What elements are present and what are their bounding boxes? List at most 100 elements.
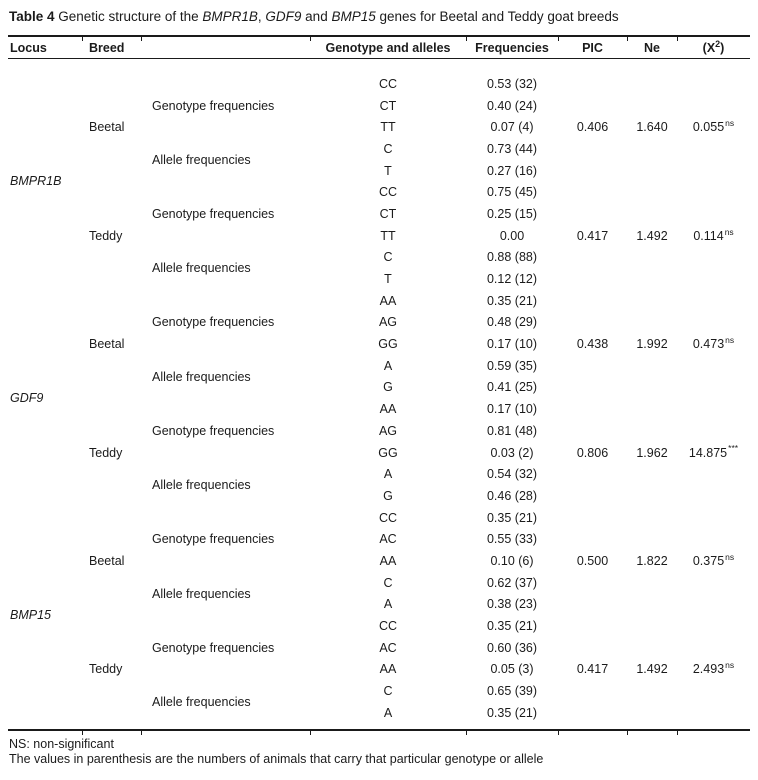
table-row: TT 0.00	[8, 225, 750, 247]
ne-cell: 1.492	[636, 662, 668, 677]
gene-name-gdf9: GDF9	[265, 9, 302, 24]
table-row: AA 0.05 (3)	[8, 659, 750, 681]
table-row: GG 0.17 (10)	[8, 333, 750, 355]
table-row: G 0.41 (25)	[8, 377, 750, 399]
table-row: TT 0.07 (4)	[8, 116, 750, 138]
breed-cell: Teddy	[89, 662, 123, 677]
pic-cell: 0.806	[576, 445, 609, 460]
column-tick	[677, 730, 678, 735]
pic-cell: 0.500	[576, 553, 609, 568]
genotype-frequencies-label: Genotype frequencies	[152, 423, 275, 438]
allele-frequencies-label: Allele frequencies	[152, 478, 251, 493]
table-number-label: Table 4	[9, 9, 55, 24]
ne-cell: 1.962	[636, 445, 668, 460]
column-tick	[558, 37, 559, 41]
table-row: Allele frequencies C 0.65 (39)	[8, 680, 750, 709]
table-row: Teddy Genotype frequencies CC 0.75 (45) 0.41…	[8, 181, 750, 242]
caption-text-1: Genetic structure of the	[54, 9, 203, 24]
ne-cell: 1.822	[636, 553, 668, 568]
frequency-cell: 0.59 (35)	[486, 358, 538, 373]
table-row: T 0.12 (12)	[8, 268, 750, 290]
frequency-cell: 0.81 (48)	[486, 423, 538, 438]
table-row: A 0.38 (23)	[8, 594, 750, 616]
frequency-cell: 0.00	[499, 228, 525, 243]
column-tick	[627, 37, 628, 41]
table-row: Allele frequencies C 0.88 (88)	[8, 247, 750, 275]
column-tick	[310, 730, 311, 735]
table-row: A 0.35 (21)	[8, 702, 750, 724]
col-header-genotype-and-alleles: Genotype and alleles	[310, 36, 466, 59]
allele-frequencies-label: Allele frequencies	[152, 369, 251, 384]
genotype-allele-cell: C	[383, 575, 393, 590]
spacer-cell	[8, 724, 750, 730]
frequency-cell: 0.73 (44)	[486, 141, 538, 156]
ne-cell: 1.992	[636, 337, 668, 352]
genotype-frequencies-label: Genotype frequencies	[152, 640, 275, 655]
table-row: Teddy Genotype frequencies CC 0.35 (21) 0.41…	[8, 615, 750, 676]
genotype-allele-cell: T	[384, 163, 392, 178]
genotype-allele-cell: GG	[378, 337, 398, 352]
frequency-cell: 0.41 (25)	[486, 380, 538, 395]
genotype-allele-cell: AA	[379, 293, 397, 308]
table-row: GDF9 Beetal Genotype frequencies AA 0.35 (21…	[8, 290, 750, 406]
genotype-allele-cell: CT	[379, 206, 397, 221]
locus-cell: GDF9	[10, 391, 44, 406]
table-row: G 0.46 (28)	[8, 485, 750, 507]
chi-squared-cell: 0.114ns	[677, 181, 750, 289]
genotype-allele-cell: AA	[379, 553, 397, 568]
genotype-frequencies-label: Genotype frequencies	[152, 206, 275, 221]
genetic-structure-table-wrap: Locus Breed Genotype and alleles Frequen…	[8, 35, 750, 735]
frequency-cell: 0.62 (37)	[486, 575, 538, 590]
pic-cell: 0.406	[576, 120, 609, 135]
table-row: AG 0.48 (29)	[8, 312, 750, 334]
gene-name-bmp15: BMP15	[331, 9, 376, 24]
genotype-allele-cell: TT	[380, 228, 396, 243]
column-tick	[466, 730, 467, 735]
table-footnotes: NS: non-significant The values in parent…	[9, 737, 750, 768]
significance-superscript: ns	[725, 118, 735, 129]
breed-cell: Beetal	[89, 553, 125, 568]
frequency-cell: 0.53 (32)	[486, 76, 538, 91]
chi-squared-value: 0.473	[692, 337, 725, 352]
table-row: AG 0.81 (48)	[8, 420, 750, 442]
frequency-cell: 0.88 (88)	[486, 250, 538, 265]
ne-cell: 1.640	[636, 120, 668, 135]
genotype-allele-cell: A	[383, 597, 393, 612]
frequency-cell: 0.54 (32)	[486, 467, 538, 482]
table-row: BMPR1B Beetal Genotype frequencies CC 0.53 (…	[8, 73, 750, 189]
locus-cell: BMPR1B	[10, 174, 62, 189]
table-row: Allele frequencies A 0.59 (35)	[8, 355, 750, 384]
col-header-sublabel	[141, 36, 310, 59]
genotype-allele-cell: AA	[379, 402, 397, 417]
column-tick	[466, 37, 467, 41]
significance-superscript: ***	[728, 443, 739, 454]
spacer-cell	[8, 59, 750, 74]
genotype-allele-cell: A	[383, 705, 393, 720]
genotype-allele-cell: C	[383, 250, 393, 265]
frequency-cell: 0.35 (21)	[486, 619, 538, 634]
genotype-allele-cell: CT	[379, 98, 397, 113]
genotype-frequencies-label: Genotype frequencies	[152, 315, 275, 330]
caption-text-3: and	[301, 9, 332, 24]
table-row: CT 0.25 (15)	[8, 203, 750, 225]
column-tick	[310, 37, 311, 41]
genotype-allele-cell: GG	[378, 445, 398, 460]
breed-cell: Beetal	[89, 120, 125, 135]
breed-cell: Beetal	[89, 337, 125, 352]
chi-squared-value: 2.493	[692, 662, 725, 677]
chi-squared-cell: 0.375ns	[677, 507, 750, 615]
genotype-allele-cell: CC	[378, 510, 398, 525]
genotype-allele-cell: A	[383, 467, 393, 482]
significance-superscript: ns	[725, 551, 735, 562]
genotype-allele-cell: CC	[378, 76, 398, 91]
allele-frequencies-label: Allele frequencies	[152, 586, 251, 601]
genotype-allele-cell: C	[383, 141, 393, 156]
pic-cell: 0.438	[576, 337, 609, 352]
table-row: Allele frequencies A 0.54 (32)	[8, 463, 750, 492]
genotype-allele-cell: G	[383, 488, 393, 503]
gene-name-bmpr1b: BMPR1B	[202, 9, 258, 24]
allele-frequencies-label: Allele frequencies	[152, 694, 251, 709]
column-tick	[558, 730, 559, 735]
genotype-allele-cell: T	[384, 272, 392, 287]
chi-squared-cell: 0.473ns	[677, 290, 750, 398]
